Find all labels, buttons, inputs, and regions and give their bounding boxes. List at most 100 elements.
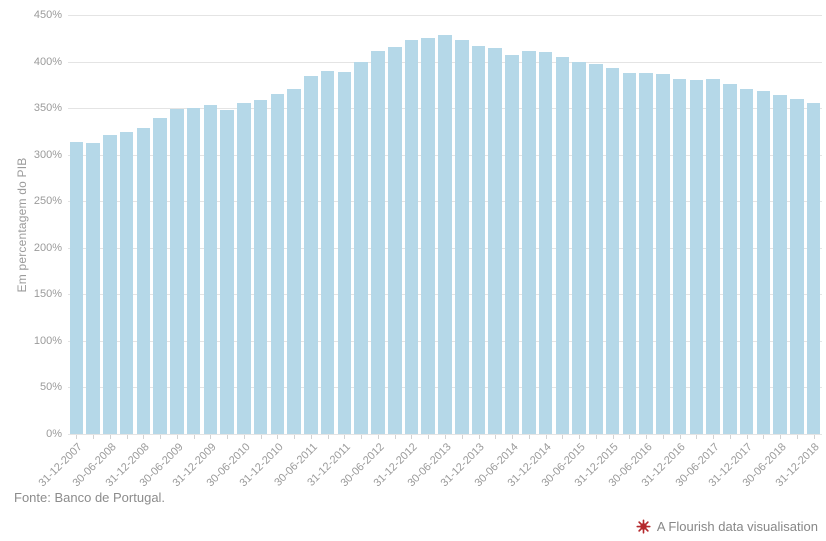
x-tick [126, 435, 128, 439]
y-tick-label: 150% [33, 288, 62, 301]
bar-31-03-2018[interactable] [756, 91, 771, 434]
x-tick [344, 435, 346, 439]
x-tick [327, 435, 329, 439]
bar-30-09-2018[interactable] [790, 98, 804, 434]
x-tick [310, 435, 312, 439]
bar-30-09-2012[interactable] [387, 46, 402, 434]
bar-31-03-2010[interactable] [220, 109, 234, 434]
bar-31-12-2011[interactable] [337, 71, 352, 434]
x-tick [562, 435, 564, 439]
x-tick [445, 435, 446, 439]
bar-31-03-2016[interactable] [622, 72, 637, 434]
bar-31-03-2008[interactable] [86, 142, 100, 434]
bar-30-09-2011[interactable] [320, 70, 335, 434]
bar-31-12-2016[interactable] [672, 79, 687, 434]
x-tick [277, 435, 279, 439]
x-tick [579, 435, 581, 439]
y-gridline [68, 15, 822, 16]
x-tick [545, 435, 547, 439]
x-tick [478, 435, 480, 439]
x-tick [260, 435, 262, 439]
x-tick [294, 435, 296, 439]
x-tick [243, 435, 245, 439]
bar-31-12-2013[interactable] [471, 45, 486, 434]
y-tick-label: 400% [33, 55, 62, 68]
bar-31-12-2008[interactable] [136, 127, 151, 434]
x-tick [210, 435, 212, 439]
bar-30-09-2013[interactable] [454, 40, 469, 434]
y-tick-label: 100% [33, 334, 62, 347]
y-tick-label: 300% [33, 148, 62, 161]
bar-31-03-2017[interactable] [689, 80, 704, 434]
x-tick [361, 435, 363, 439]
x-tick [796, 435, 798, 439]
bar-31-03-2015[interactable] [555, 56, 570, 434]
y-axis-title: Em percentagem do PIB [15, 157, 29, 293]
x-tick [411, 435, 413, 439]
bar-31-12-2010[interactable] [270, 94, 285, 434]
x-tick [176, 435, 178, 439]
bar-30-09-2017[interactable] [723, 83, 737, 434]
bar-30-06-2014[interactable] [505, 55, 519, 434]
bar-31-03-2013[interactable] [421, 38, 435, 434]
bar-30-06-2015[interactable] [572, 61, 586, 434]
bar-31-03-2014[interactable] [488, 47, 503, 434]
bar-30-09-2009[interactable] [186, 108, 201, 434]
bar-30-09-2008[interactable] [119, 132, 134, 434]
x-tick [646, 435, 648, 439]
bar-30-06-2018[interactable] [773, 95, 787, 434]
bar-30-09-2014[interactable] [522, 51, 536, 434]
x-tick [109, 435, 111, 439]
y-tick-label: 350% [33, 102, 62, 115]
x-tick [461, 435, 463, 439]
x-tick [662, 435, 664, 439]
y-tick-label: 0% [46, 428, 62, 440]
x-tick [160, 435, 162, 439]
y-tick-label: 200% [33, 241, 62, 254]
bar-31-12-2015[interactable] [605, 68, 620, 434]
x-tick [193, 435, 195, 439]
bar-30-09-2010[interactable] [253, 99, 268, 434]
y-tick-label: 50% [39, 381, 62, 394]
x-tick [679, 435, 681, 439]
x-tick [595, 435, 597, 439]
bar-30-06-2010[interactable] [237, 102, 251, 434]
bar-31-12-2014[interactable] [538, 52, 553, 434]
bar-30-06-2017[interactable] [706, 79, 720, 434]
bar-30-06-2009[interactable] [170, 109, 184, 434]
flourish-starburst-icon [636, 519, 651, 534]
x-tick [495, 435, 497, 439]
bar-30-06-2008[interactable] [103, 135, 117, 434]
x-tick [143, 435, 145, 439]
bar-30-09-2016[interactable] [656, 73, 670, 434]
x-tick [227, 435, 229, 439]
bar-31-12-2007[interactable] [69, 141, 84, 434]
bar-31-03-2012[interactable] [354, 61, 368, 434]
bar-31-12-2017[interactable] [739, 89, 754, 434]
bar-30-06-2016[interactable] [639, 72, 653, 434]
bar-31-12-2009[interactable] [203, 105, 218, 434]
x-tick [713, 435, 715, 439]
x-tick [696, 435, 698, 439]
bar-30-06-2011[interactable] [304, 76, 318, 434]
bar-31-12-2018[interactable] [806, 102, 821, 434]
x-tick [512, 435, 514, 439]
x-tick [780, 435, 782, 439]
bar-31-03-2009[interactable] [153, 118, 167, 434]
x-tick [93, 435, 95, 439]
flourish-attribution-link[interactable]: A Flourish data visualisation [636, 519, 818, 534]
bar-31-03-2011[interactable] [287, 89, 301, 434]
bar-30-06-2012[interactable] [371, 51, 385, 434]
y-gridline [68, 434, 822, 435]
source-note: Fonte: Banco de Portugal. [14, 490, 166, 505]
x-tick [377, 435, 379, 439]
y-tick-label: 450% [33, 9, 62, 21]
x-tick [612, 435, 614, 439]
bar-31-12-2012[interactable] [404, 40, 419, 434]
x-tick [394, 435, 396, 439]
bar-30-06-2013[interactable] [438, 34, 452, 434]
x-tick [763, 435, 765, 439]
x-tick [428, 435, 430, 439]
bar-30-09-2015[interactable] [589, 64, 603, 434]
